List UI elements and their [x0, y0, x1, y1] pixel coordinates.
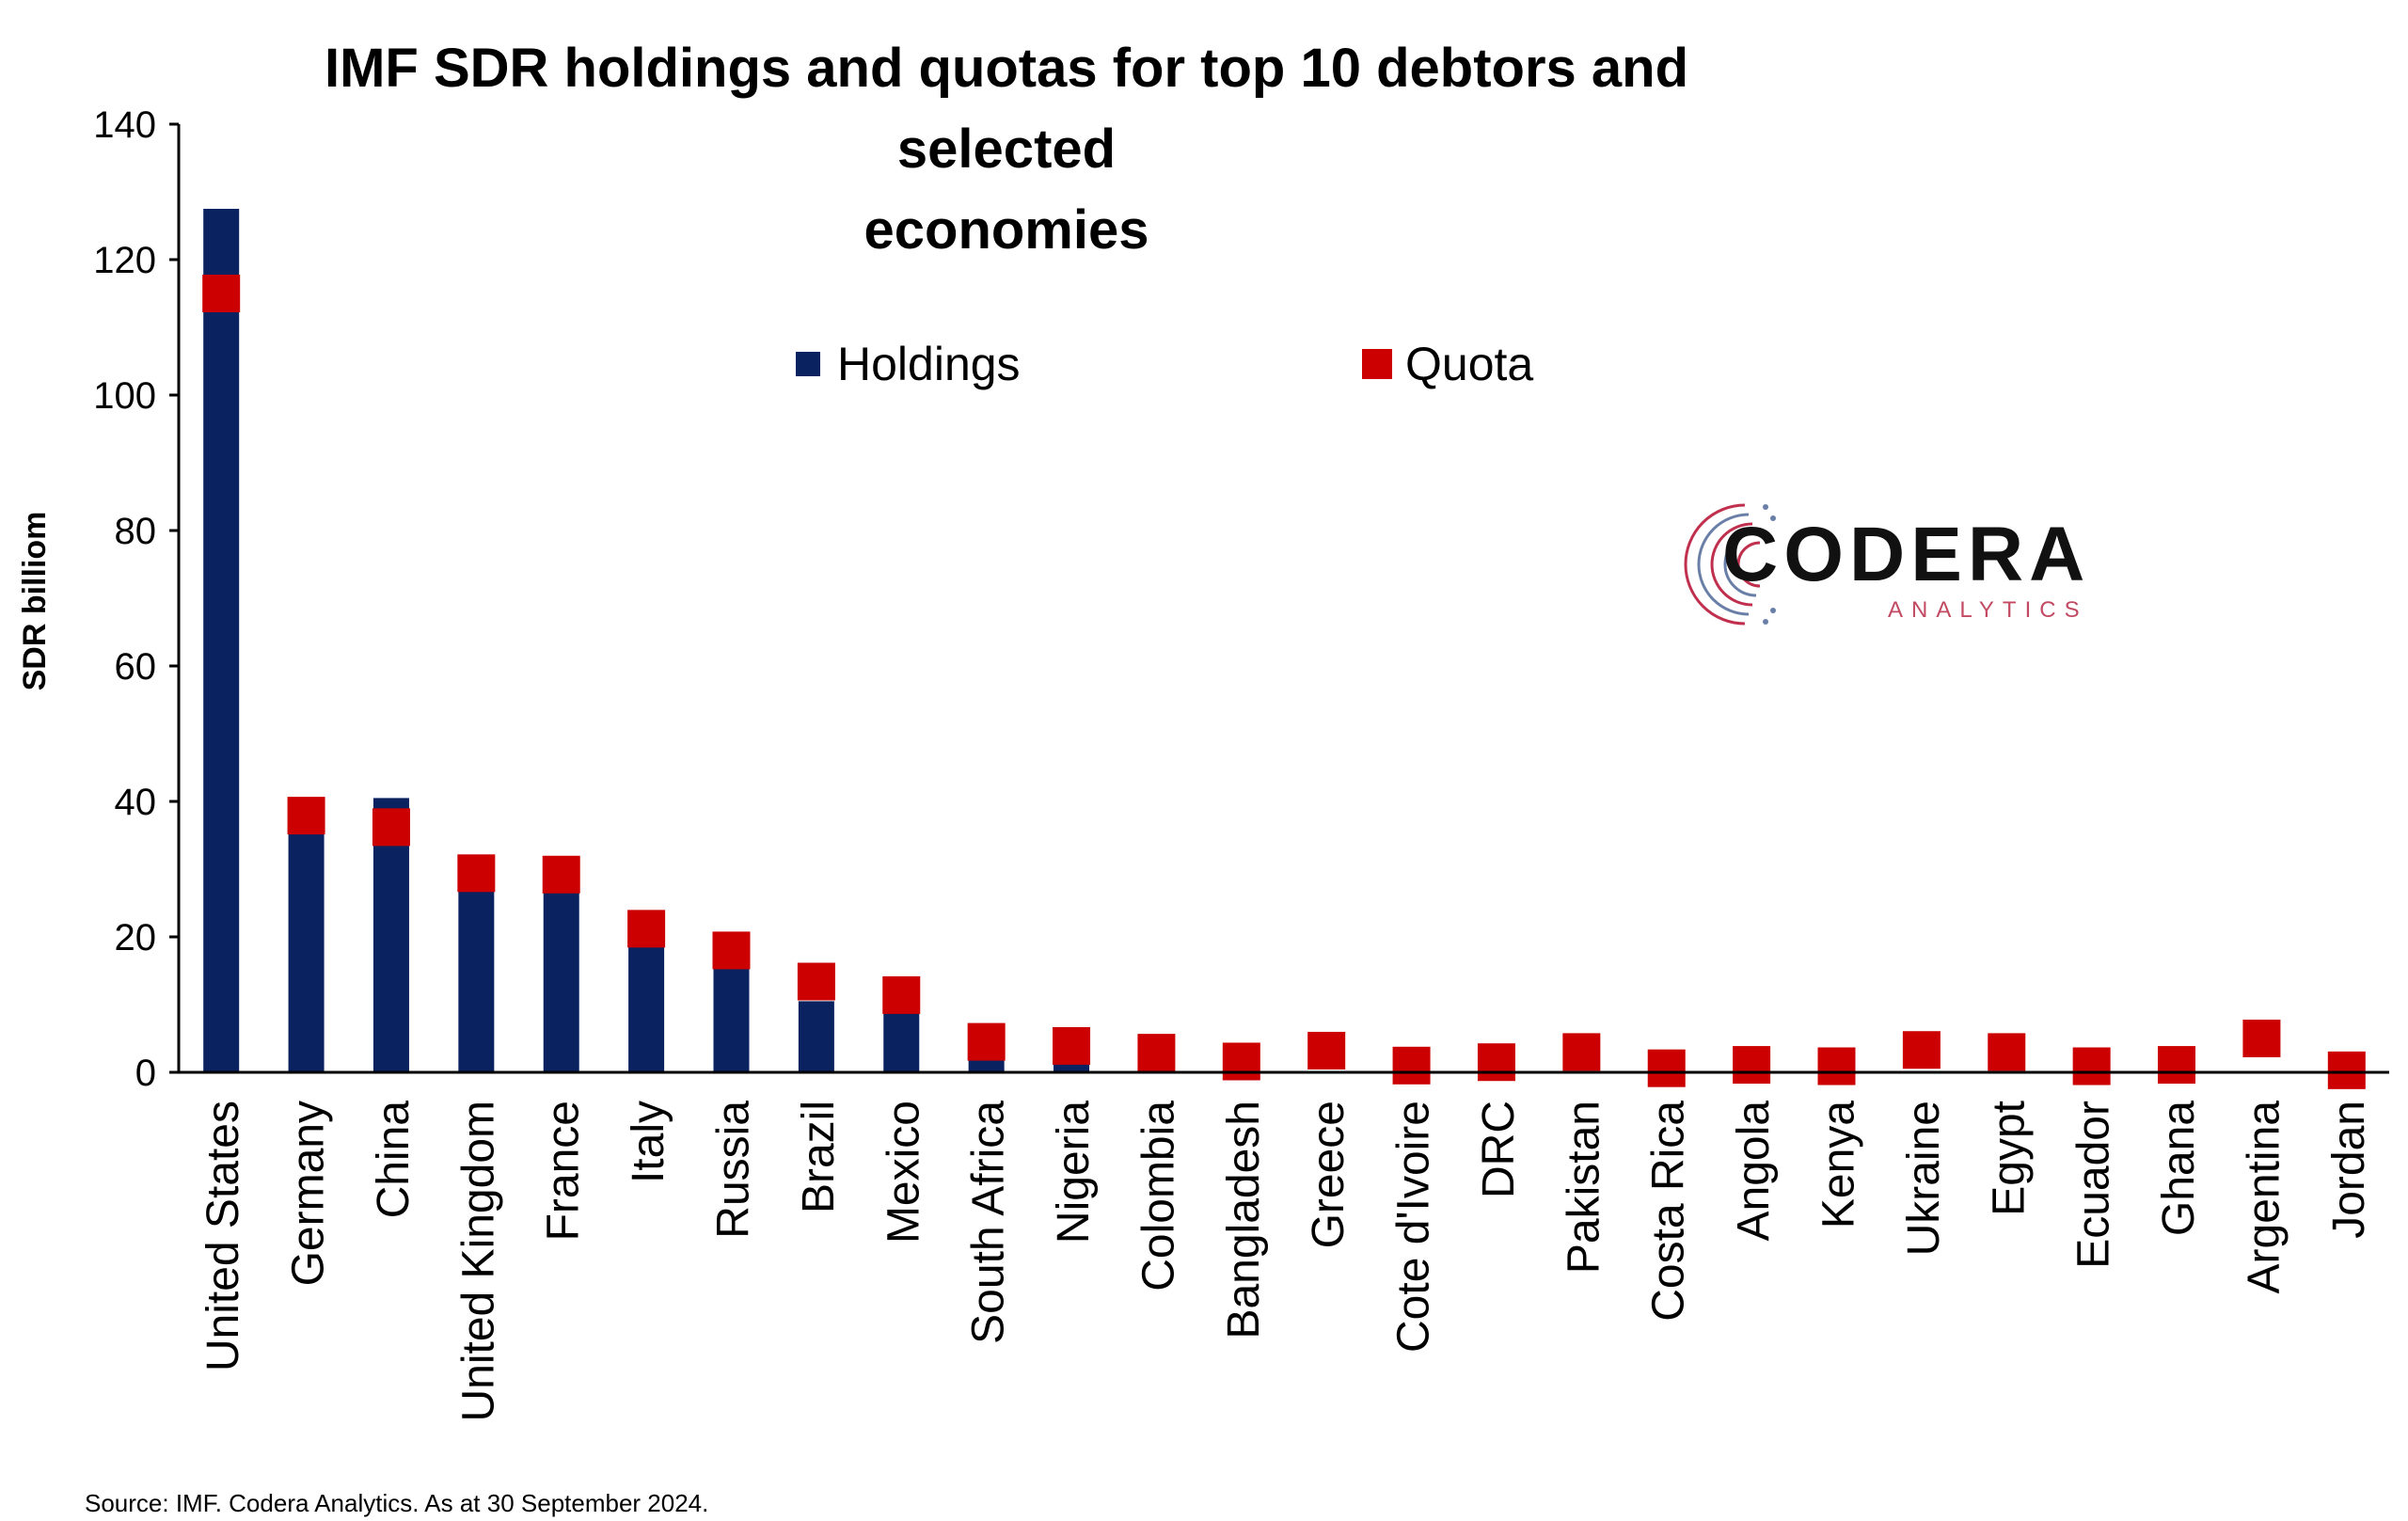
x-tick-label: Egypt: [1984, 1101, 2034, 1216]
x-tick-label: France: [539, 1101, 589, 1241]
quota-marker: [967, 1022, 1006, 1061]
holdings-bar: [883, 1012, 920, 1072]
x-tick-label: Colombia: [1133, 1101, 1183, 1291]
codera-logo: CODERA ANALYTICS: [1679, 494, 2121, 635]
x-tick-label: Greece: [1304, 1101, 1354, 1248]
x-tick-label: DRC: [1474, 1101, 1524, 1198]
x-tick-label: Bangladesh: [1219, 1101, 1269, 1339]
quota-marker: [1647, 1049, 1686, 1087]
y-tick-label: 60: [115, 646, 157, 688]
quota-marker: [1392, 1046, 1431, 1085]
quota-markers: [202, 275, 2366, 1089]
quota-marker: [287, 797, 325, 835]
x-tick-label: Brazil: [794, 1101, 844, 1213]
y-tick-label: 100: [93, 375, 156, 417]
x-tick-label: Ukraine: [1899, 1101, 1949, 1256]
legend-quota-label: Quota: [1405, 338, 1533, 390]
x-tick-label: China: [369, 1101, 419, 1219]
holdings-bar: [968, 1057, 1005, 1072]
quota-marker: [1307, 1031, 1346, 1069]
legend-holdings-swatch: [796, 352, 820, 376]
quota-marker: [797, 962, 835, 1001]
holdings-bar: [1054, 1062, 1090, 1072]
x-tick-label: Russia: [709, 1101, 759, 1239]
quota-marker: [457, 854, 496, 893]
x-tick-label: Jordan: [2324, 1101, 2374, 1239]
chart-title-line-1: IMF SDR holdings and quotas for top 10 d…: [325, 38, 1688, 180]
x-tick-label: Kenya: [1814, 1101, 1864, 1228]
codera-logo-wordmark: CODERA: [1722, 512, 2091, 597]
x-tick-label: Pakistan: [1559, 1101, 1608, 1274]
legend: Holdings Quota: [796, 338, 1533, 390]
x-tick-label: United States: [198, 1101, 248, 1371]
x-tick-label: Mexico: [879, 1101, 928, 1244]
quota-marker: [1477, 1043, 1515, 1082]
y-tick-label: 80: [115, 511, 157, 552]
x-axis-labels: United States Germany China United Kingdom F…: [198, 1101, 2374, 1422]
x-tick-label: Ecuador: [2069, 1101, 2119, 1269]
x-tick-label: Germany: [284, 1101, 334, 1286]
y-tick-label: 20: [115, 917, 157, 959]
holdings-bar: [543, 891, 579, 1072]
holdings-bar: [713, 967, 750, 1072]
x-tick-label: Cote d'Ivoire: [1389, 1101, 1439, 1353]
y-axis-label: SDR billiom: [17, 512, 53, 691]
quota-marker: [712, 931, 751, 970]
source-note: Source: IMF. Codera Analytics. As at 30 …: [85, 1489, 709, 1517]
quota-marker: [882, 975, 921, 1014]
x-tick-label: Ghana: [2154, 1101, 2204, 1236]
quota-marker: [2158, 1046, 2196, 1085]
x-tick-label: United Kingdom: [453, 1101, 503, 1422]
quota-marker: [1222, 1042, 1260, 1081]
codera-logo-subtitle: ANALYTICS: [1888, 597, 2088, 623]
quota-marker: [1733, 1046, 1771, 1085]
codera-logo-mark-icon: [1684, 503, 1776, 626]
chart-title: IMF SDR holdings and quotas for top 10 d…: [245, 28, 1768, 271]
quota-marker: [1137, 1034, 1176, 1072]
legend-quota-swatch: [1362, 349, 1392, 379]
x-tick-label: Nigeria: [1049, 1101, 1099, 1244]
holdings-bar: [203, 209, 240, 1072]
holdings-bar: [798, 1001, 834, 1072]
x-tick-label: Argentina: [2239, 1101, 2289, 1294]
y-tick-label: 0: [135, 1053, 156, 1094]
legend-holdings-label: Holdings: [837, 338, 1021, 390]
quota-marker: [1053, 1026, 1091, 1065]
y-tick-label: 120: [93, 240, 156, 281]
holdings-bar: [288, 832, 325, 1072]
quota-marker: [1817, 1047, 1856, 1085]
y-tick-label: 140: [93, 104, 156, 146]
quota-marker: [372, 808, 410, 847]
x-tick-label: Costa Rica: [1644, 1101, 1694, 1322]
holdings-bar: [628, 946, 665, 1072]
holdings-bars: [203, 209, 2365, 1072]
holdings-bar: [458, 891, 495, 1072]
y-axis-ticks: 0 20 40 60 80 100 120 140: [93, 104, 179, 1094]
x-tick-label: South Africa: [964, 1101, 1014, 1344]
quota-marker: [2327, 1051, 2366, 1089]
quota-marker: [542, 855, 580, 894]
x-tick-label: Angola: [1729, 1101, 1779, 1242]
x-tick-label: Italy: [624, 1101, 673, 1183]
y-tick-label: 40: [115, 782, 157, 823]
quota-marker: [2242, 1020, 2281, 1057]
quota-marker: [1988, 1033, 2026, 1071]
chart-title-line-2: economies: [863, 199, 1149, 261]
quota-marker: [202, 275, 241, 312]
quota-marker: [1562, 1033, 1601, 1071]
quota-marker: [2072, 1047, 2111, 1085]
quota-marker: [1902, 1031, 1941, 1069]
quota-marker: [627, 910, 666, 948]
